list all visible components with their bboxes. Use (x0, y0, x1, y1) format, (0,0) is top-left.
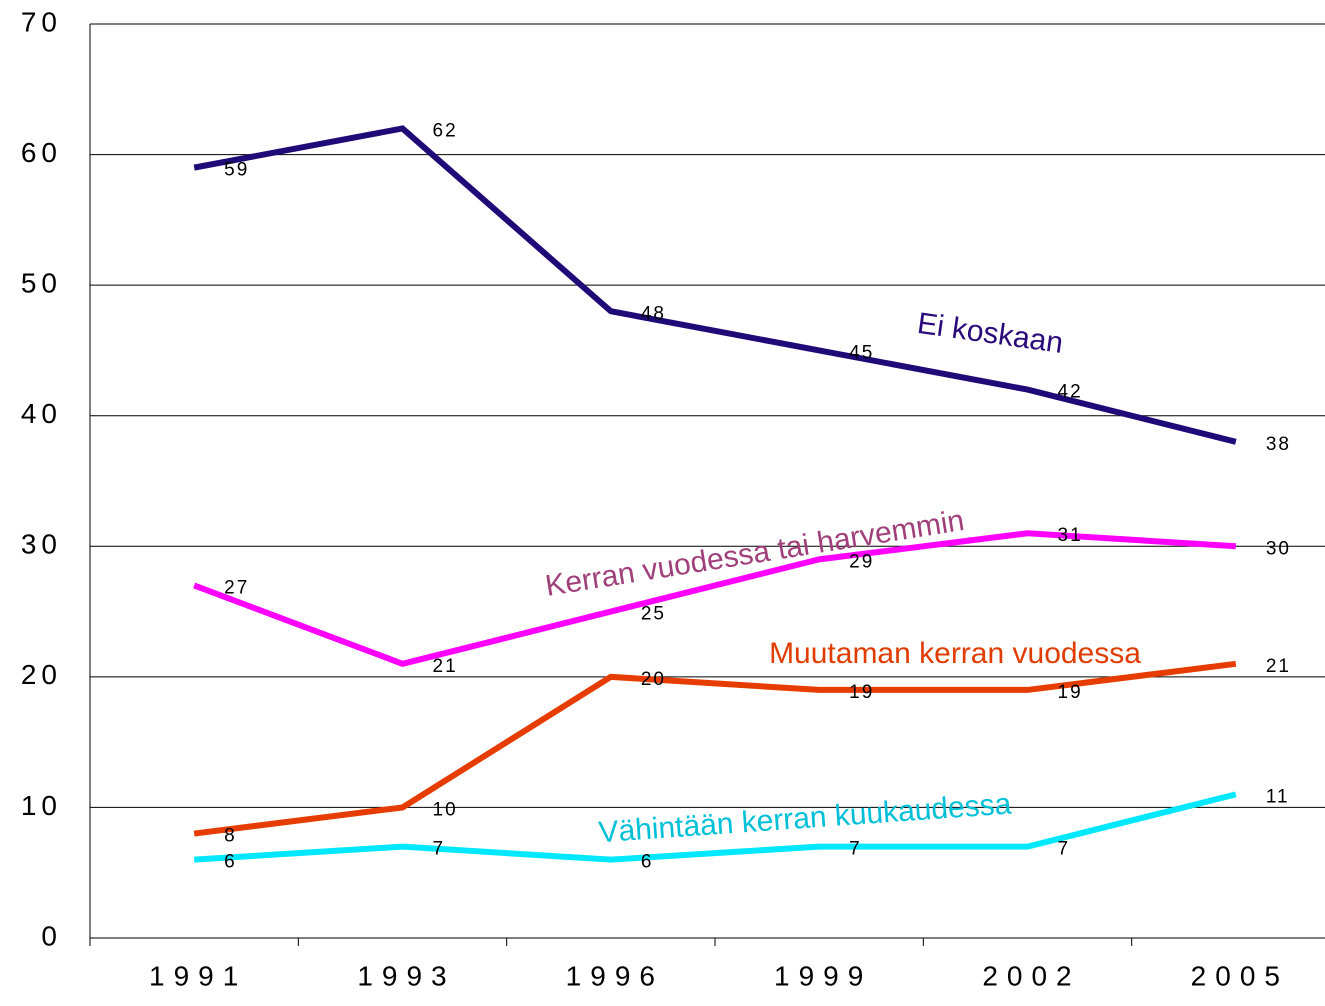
data-label: 42 (1058, 382, 1083, 403)
y-tick-label: 50 (21, 268, 62, 299)
data-label: 20 (641, 669, 666, 690)
y-tick-label: 30 (21, 529, 62, 560)
x-tick-label: 1991 (149, 960, 247, 991)
data-label: 19 (1058, 682, 1083, 703)
data-label: 8 (224, 826, 237, 847)
data-label: 7 (433, 839, 446, 860)
data-label: 45 (849, 342, 874, 363)
x-tick-label: 2002 (982, 960, 1080, 991)
x-tick-label: 1999 (774, 960, 872, 991)
y-tick-label: 60 (21, 137, 62, 168)
data-label: 30 (1266, 538, 1291, 559)
series-name: Vähintään kerran kuukaudessa (597, 788, 1012, 850)
series-line (193, 791, 1237, 863)
series-name: Kerran vuodessa tai harvemmin (543, 504, 966, 603)
data-label: 21 (1266, 656, 1291, 677)
y-tick-label: 20 (21, 659, 62, 690)
series-line (193, 530, 1237, 667)
data-label: 48 (641, 303, 666, 324)
data-label: 7 (1058, 839, 1071, 860)
series-name: Muutaman kerran vuodessa (769, 637, 1141, 670)
data-label: 21 (433, 656, 458, 677)
x-tick-label: 2005 (1191, 960, 1289, 991)
data-label: 29 (849, 551, 874, 572)
data-label: 62 (433, 120, 458, 141)
data-label: 31 (1058, 525, 1083, 546)
y-tick-label: 0 (41, 920, 62, 951)
data-label: 10 (433, 799, 458, 820)
data-label: 11 (1266, 786, 1290, 807)
series-name: Ei koskaan (915, 307, 1065, 360)
data-label: 6 (224, 852, 237, 873)
series-line (193, 125, 1237, 445)
data-label: 19 (849, 682, 874, 703)
data-label: 25 (641, 604, 666, 625)
x-tick-label: 1993 (357, 960, 455, 991)
data-label: 27 (224, 577, 249, 598)
y-tick-label: 40 (21, 398, 62, 429)
data-label: 38 (1266, 434, 1291, 455)
data-label: 7 (849, 839, 862, 860)
y-tick-label: 70 (21, 6, 62, 37)
data-label: 59 (224, 160, 249, 181)
series-line (193, 660, 1237, 837)
x-tick-label: 1996 (566, 960, 664, 991)
data-label: 6 (641, 852, 654, 873)
y-tick-label: 10 (21, 790, 62, 821)
